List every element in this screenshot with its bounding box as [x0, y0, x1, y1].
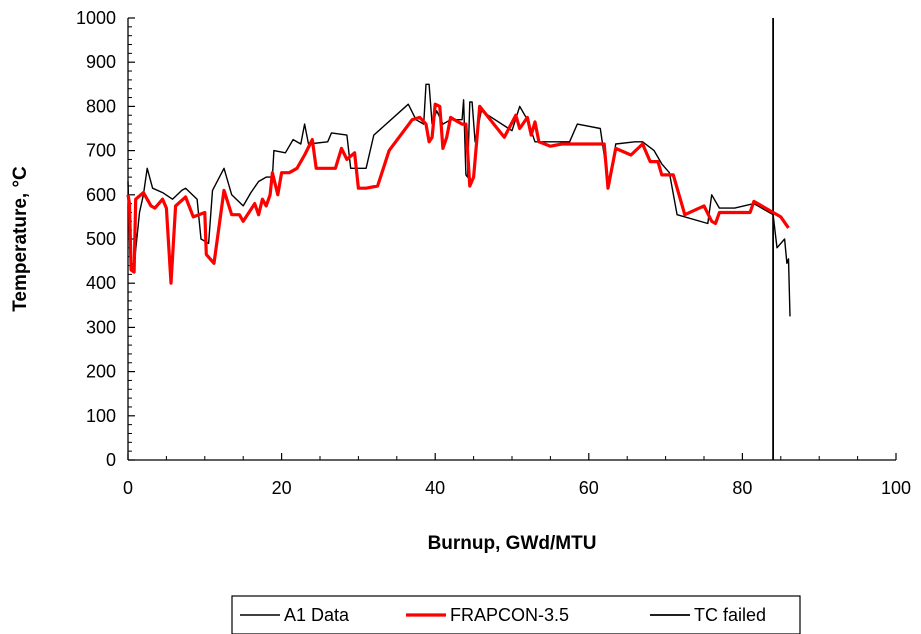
y-tick-label: 1000 — [76, 8, 116, 28]
x-tick-label: 40 — [425, 478, 445, 498]
x-ticks: 0 20 40 60 80 100 — [123, 453, 911, 498]
legend-items: A1 Data FRAPCON-3.5 TC failed — [240, 605, 766, 625]
x-tick-label: 100 — [881, 478, 911, 498]
y-tick-label: 400 — [86, 273, 116, 293]
series-layer — [126, 18, 791, 460]
plot-area: 0 100 200 300 400 500 600 700 800 900 1000 0 20 40 60… — [76, 8, 911, 498]
x-tick-label: 20 — [272, 478, 292, 498]
x-tick-label: 80 — [732, 478, 752, 498]
y-ticks: 0 100 200 300 400 500 600 700 800 900 1000 — [76, 8, 135, 470]
y-tick-label: 200 — [86, 362, 116, 382]
y-tick-label: 0 — [106, 450, 116, 470]
legend: A1 Data FRAPCON-3.5 TC failed — [231, 595, 801, 634]
legend-label-tc-failed: TC failed — [694, 605, 766, 625]
y-tick-label: 500 — [86, 229, 116, 249]
legend-label-a1-data: A1 Data — [284, 605, 350, 625]
series-frapcon-3-5-line — [126, 102, 790, 285]
y-tick-label: 900 — [86, 52, 116, 72]
legend-label-frapcon-3-5: FRAPCON-3.5 — [450, 605, 569, 625]
y-tick-label: 300 — [86, 317, 116, 337]
legend-box — [231, 595, 801, 634]
x-tick-label: 0 — [123, 478, 133, 498]
y-tick-label: 800 — [86, 96, 116, 116]
y-tick-label: 100 — [86, 406, 116, 426]
y-tick-label: 600 — [86, 185, 116, 205]
y-axis-title: Temperature, °C — [10, 166, 31, 312]
x-axis-title: Burnup, GWd/MTU — [428, 533, 597, 554]
x-tick-label: 60 — [579, 478, 599, 498]
y-tick-label: 700 — [86, 141, 116, 161]
